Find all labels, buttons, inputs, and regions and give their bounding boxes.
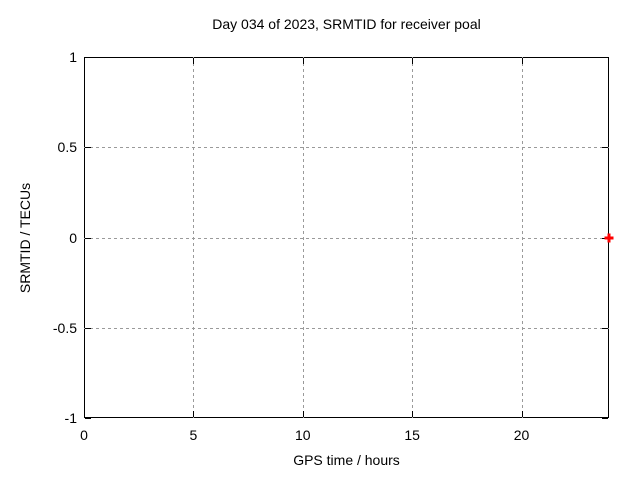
x-tick-label: 20 — [513, 427, 530, 443]
x-tick-label: 10 — [294, 427, 311, 443]
y-tick-mark-right — [602, 418, 608, 419]
y-tick-label: -1 — [64, 410, 77, 426]
y-tick-label: 0.5 — [57, 139, 77, 156]
y-tick-label: 1 — [69, 49, 77, 65]
y-axis-title: SRMTID / TECUs — [17, 182, 33, 294]
plot-area — [84, 57, 609, 418]
chart-title: Day 034 of 2023, SRMTID for receiver poa… — [212, 16, 481, 32]
x-tick-label: 5 — [189, 427, 198, 443]
x-axis-title: GPS time / hours — [293, 452, 400, 468]
y-tick-mark — [85, 418, 91, 419]
x-tick-label: 15 — [404, 427, 420, 443]
x-tick-label: 0 — [80, 427, 88, 443]
y-tick-label: -0.5 — [52, 319, 77, 336]
